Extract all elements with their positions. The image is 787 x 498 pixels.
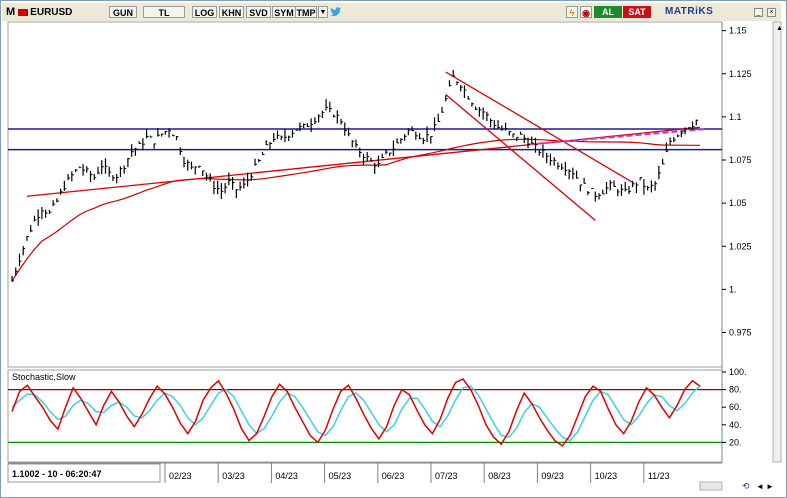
currency-tl-button[interactable]: TL xyxy=(143,6,185,18)
month-label: 02/23 xyxy=(169,471,192,481)
price-tick-label: 1.1 xyxy=(729,112,742,122)
price-tick-label: 1.15 xyxy=(729,26,747,36)
price-panel xyxy=(7,21,723,368)
minimize-button[interactable]: _ xyxy=(754,8,763,17)
stochastic-axis: 100. 80. 60. 40. 20. xyxy=(8,367,747,447)
symbol-selector[interactable]: M EURUSD xyxy=(6,5,72,19)
log-scale-button[interactable]: LOG xyxy=(192,6,217,18)
price-tick-label: 1. xyxy=(729,284,737,294)
projection-line xyxy=(527,127,708,146)
period-day-button[interactable]: GUN xyxy=(109,6,137,18)
month-label: 11/23 xyxy=(648,471,670,481)
sell-button[interactable]: SAT xyxy=(623,6,651,18)
price-tick-label: 0.975 xyxy=(729,328,752,338)
month-label: 08/23 xyxy=(488,471,511,481)
month-label: 09/23 xyxy=(541,471,564,481)
moving-average xyxy=(11,138,700,282)
stochastic-d-line xyxy=(11,385,701,442)
price-tick-label: 1.075 xyxy=(729,155,752,165)
scroll-left-icon[interactable]: ◄ xyxy=(756,482,764,491)
khn-button[interactable]: KHN xyxy=(219,6,244,18)
svd-button[interactable]: SVD xyxy=(246,6,271,18)
month-label: 10/23 xyxy=(595,471,618,481)
stochastic-tick-label: 40. xyxy=(729,420,742,430)
cursor-readout: 1.1002 - 10 - 06:20:47 xyxy=(12,469,102,479)
menu-letter[interactable]: M xyxy=(6,6,16,18)
sync-icon[interactable]: ⟲ xyxy=(742,481,750,491)
brand-logo: MATRiKS xyxy=(665,6,714,17)
month-label: 04/23 xyxy=(275,471,298,481)
sym-button[interactable]: SYM xyxy=(272,6,296,18)
vertical-scrollbar[interactable] xyxy=(772,21,782,463)
scroll-up-icon[interactable]: ▲ xyxy=(776,25,783,32)
price-tick-label: 1.025 xyxy=(729,241,752,251)
downtrend-channel-lower xyxy=(445,93,596,221)
stochastic-tick-label: 60. xyxy=(729,402,742,412)
symbol-label: EURUSD xyxy=(30,7,73,18)
lightning-icon[interactable]: ϟ xyxy=(566,6,578,18)
scroll-right-icon[interactable]: ► xyxy=(766,482,774,491)
tmp-button[interactable]: TMP xyxy=(295,6,317,18)
dropdown-arrow-icon[interactable]: ▼ xyxy=(318,6,328,18)
resistance-lines[interactable] xyxy=(8,128,722,151)
price-axis: 1.15 1.125 1.1 1.075 1.05 1.025 1. 0.975 xyxy=(722,26,752,338)
stochastic-k-line xyxy=(11,378,701,447)
twitter-icon[interactable] xyxy=(330,7,342,17)
buy-button[interactable]: AL xyxy=(594,6,622,18)
price-bars xyxy=(11,69,699,282)
stochastic-tick-label: 20. xyxy=(729,437,742,447)
horizontal-scroll-thumb[interactable] xyxy=(699,481,723,491)
stochastic-tick-label: 80. xyxy=(729,385,742,395)
month-label: 07/23 xyxy=(435,471,458,481)
chart-toolbar: M EURUSD GUN TL LOG KHN SVD SYM TMP ▼ ϟ ◉… xyxy=(2,3,781,21)
moving-average-line xyxy=(11,138,700,282)
cursor-readout-box xyxy=(7,463,161,483)
stochastic-tick-label: 100. xyxy=(729,367,747,377)
downtrend-channel-upper xyxy=(445,71,634,183)
time-axis: 02/23 03/23 04/23 05/23 06/23 07/23 08/23 09/23… xyxy=(8,462,722,483)
month-label: 06/23 xyxy=(382,471,405,481)
price-tick-label: 1.125 xyxy=(729,69,752,79)
price-tick-label: 1.05 xyxy=(729,198,747,208)
flag-icon xyxy=(18,8,29,16)
month-label: 03/23 xyxy=(222,471,245,481)
stochastic-lines xyxy=(11,378,701,447)
alert-icon[interactable]: ◉ xyxy=(580,6,592,18)
month-label: 05/23 xyxy=(329,471,352,481)
close-button[interactable]: × xyxy=(767,8,776,17)
stochastic-title: Stochastic,Slow xyxy=(12,372,76,382)
